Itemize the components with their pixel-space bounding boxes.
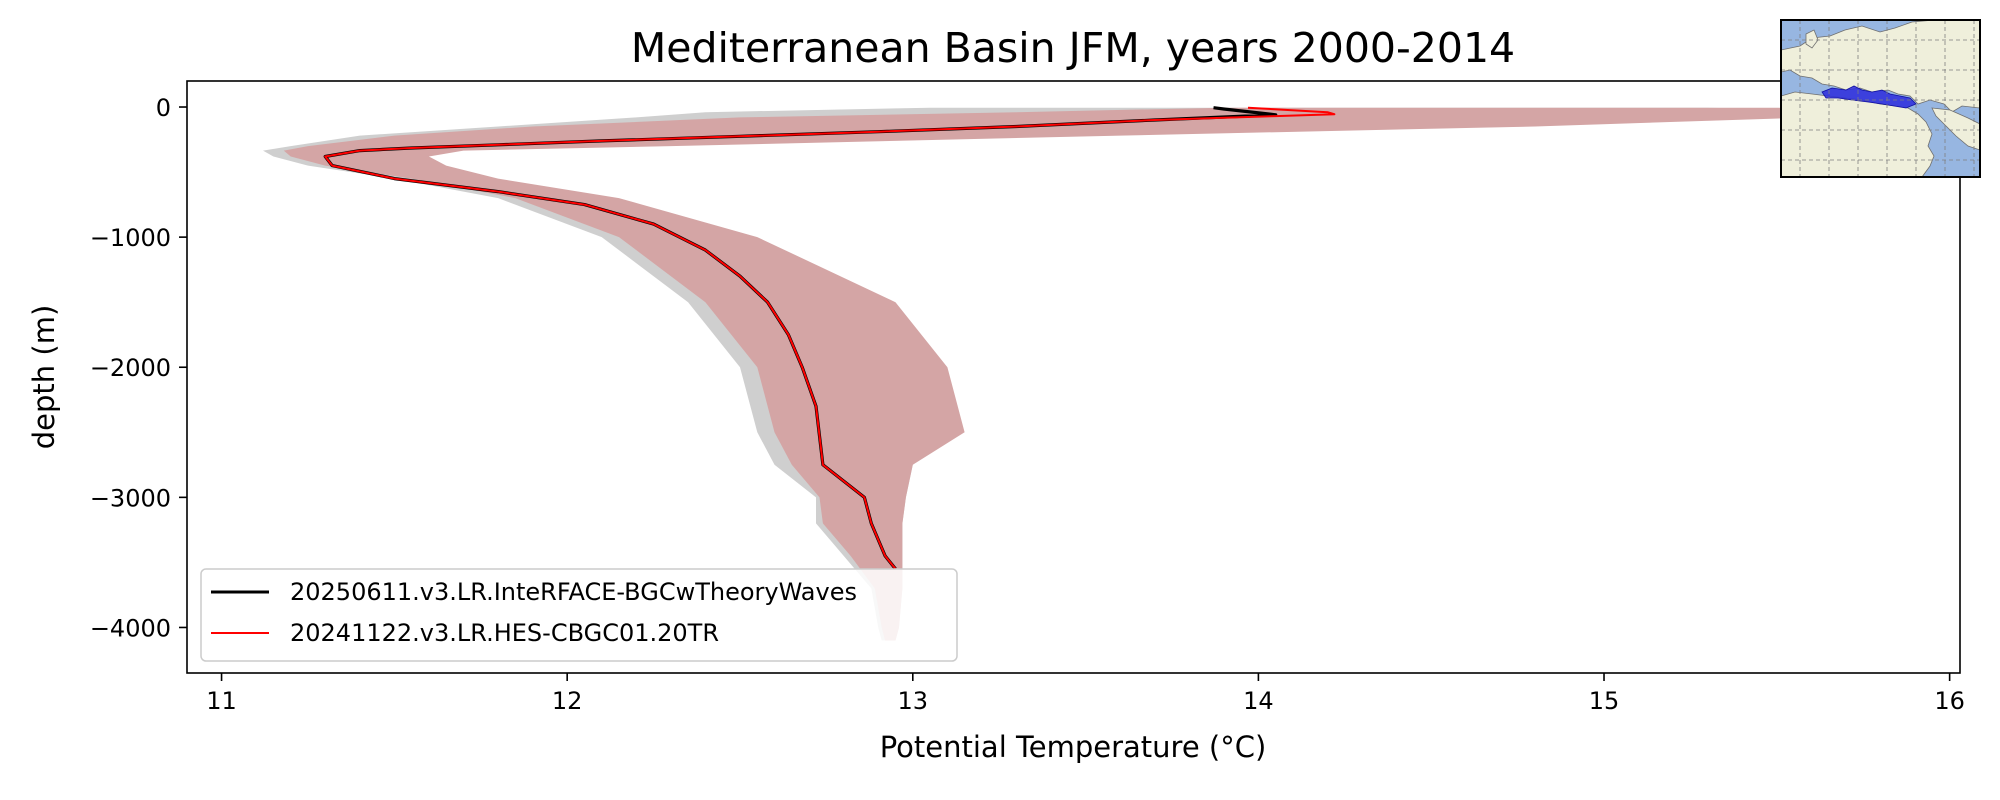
x-tick-label: 12 (552, 687, 583, 715)
x-tick-label: 14 (1243, 687, 1274, 715)
x-tick-label: 11 (206, 687, 237, 715)
x-tick-label: 15 (1589, 687, 1620, 715)
spread-band-2 (283, 107, 1960, 641)
legend-box (200, 568, 958, 662)
y-tick-label: −1000 (90, 224, 171, 252)
x-axis-ticks: 11 12 13 14 15 16 (206, 673, 1965, 715)
legend-label-series-2: 20241122.v3.LR.HES-CBGC01.20TR (290, 619, 719, 647)
y-tick-label: −3000 (90, 484, 171, 512)
uncertainty-bands (263, 107, 1960, 641)
map-frame (1780, 19, 1981, 178)
x-tick-label: 13 (898, 687, 929, 715)
x-tick-label: 16 (1934, 687, 1965, 715)
series-line-2 (324, 106, 1336, 570)
y-axis-ticks: 0 −1000 −2000 −3000 −4000 (90, 94, 187, 642)
map-gridlines (1781, 20, 1980, 177)
legend: 20250611.v3.LR.InteRFACE-BGCwTheoryWaves… (200, 568, 958, 662)
map-land-europe (1781, 20, 1980, 113)
y-tick-label: −2000 (90, 354, 171, 382)
plot-frame (186, 80, 1961, 674)
map-land-uk (1805, 29, 1819, 49)
series-lines (323, 106, 1336, 570)
y-axis-label: depth (m) (27, 305, 61, 450)
x-axis-label: Potential Temperature (°C) (880, 730, 1267, 764)
y-tick-label: 0 (156, 94, 171, 122)
inset-map (1780, 19, 1981, 178)
legend-label-series-1: 20250611.v3.LR.InteRFACE-BGCwTheoryWaves (290, 578, 857, 606)
chart-title: Mediterranean Basin JFM, years 2000-2014 (631, 24, 1515, 72)
y-tick-label: −4000 (90, 614, 171, 642)
